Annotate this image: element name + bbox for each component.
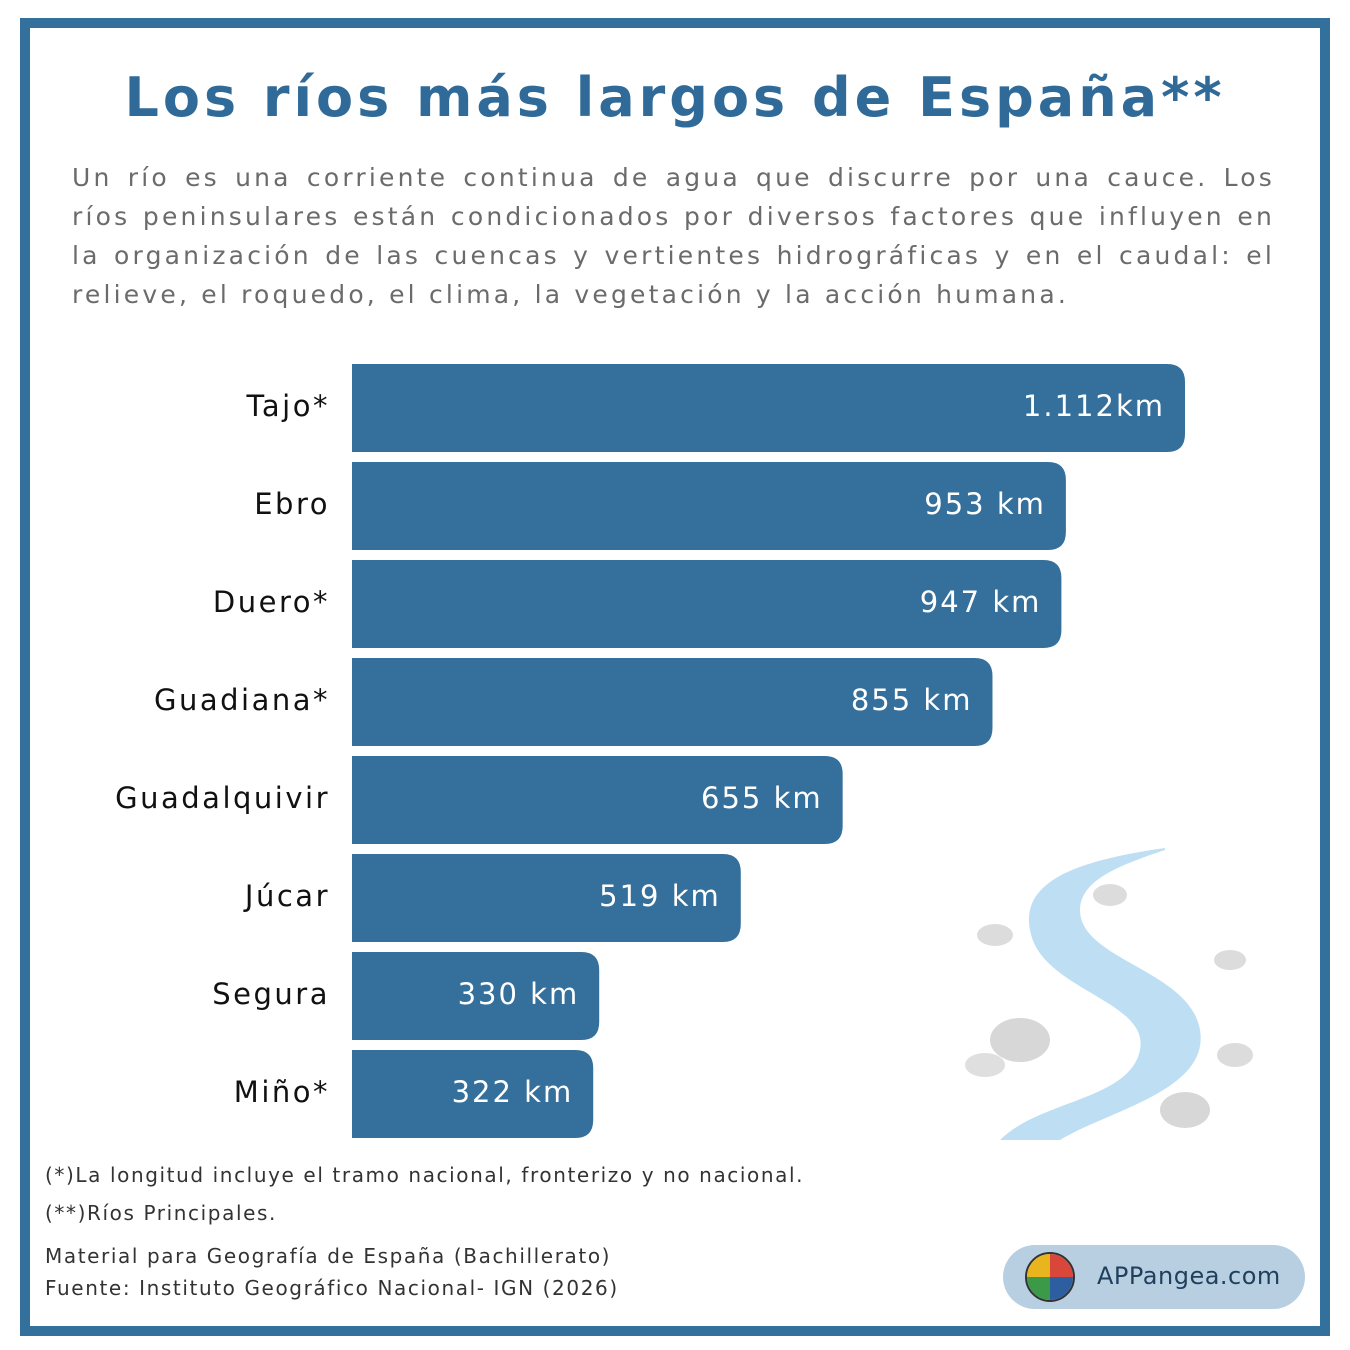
category-label: Miño*: [234, 1075, 330, 1109]
bar: [352, 658, 993, 746]
bar: [352, 462, 1066, 550]
title: Los ríos más largos de España**: [124, 66, 1226, 129]
brand-name: APPangea.com: [1097, 1262, 1281, 1290]
frame: [20, 18, 1330, 1336]
stone: [990, 1018, 1050, 1062]
category-label: Tajo*: [246, 389, 331, 423]
category-label: Segura: [212, 977, 330, 1011]
river: [1000, 848, 1201, 1140]
bar: [352, 854, 741, 942]
category-label: Guadalquivir: [115, 781, 330, 815]
bar: [352, 756, 843, 844]
stone: [1217, 1043, 1253, 1067]
value-label: 1.112km: [1023, 389, 1165, 423]
bar: [352, 952, 600, 1040]
value-label: 519 km: [599, 879, 721, 913]
value-label: 947 km: [920, 585, 1042, 619]
stone: [965, 1053, 1005, 1077]
description: Un río es una corriente continua de agua…: [72, 163, 1275, 309]
value-label: 330 km: [458, 977, 580, 1011]
bar: [352, 364, 1185, 452]
footnote: (*)La longitud incluye el tramo nacional…: [45, 1163, 805, 1187]
value-label: 655 km: [701, 781, 823, 815]
category-label: Ebro: [254, 487, 330, 521]
value-label: 953 km: [924, 487, 1046, 521]
bar: [352, 560, 1062, 648]
brand-badge[interactable]: APPangea.com: [1003, 1245, 1305, 1309]
footer-line: Material para Geografía de España (Bachi…: [45, 1244, 612, 1268]
category-label: Duero*: [213, 585, 330, 619]
river-illustration: [965, 848, 1253, 1140]
category-label: Júcar: [243, 879, 330, 913]
category-label: Guadiana*: [154, 683, 330, 717]
stone: [1214, 950, 1246, 970]
footnote: (**)Ríos Principales.: [45, 1201, 277, 1225]
footer-line: Fuente: Instituto Geográfico Nacional- I…: [45, 1276, 619, 1300]
logo: [1025, 1252, 1075, 1302]
bar: [352, 1050, 594, 1138]
stone: [977, 924, 1013, 946]
value-label: 855 km: [851, 683, 973, 717]
stone: [1160, 1092, 1210, 1128]
stone: [1093, 884, 1127, 906]
value-label: 322 km: [452, 1075, 574, 1109]
